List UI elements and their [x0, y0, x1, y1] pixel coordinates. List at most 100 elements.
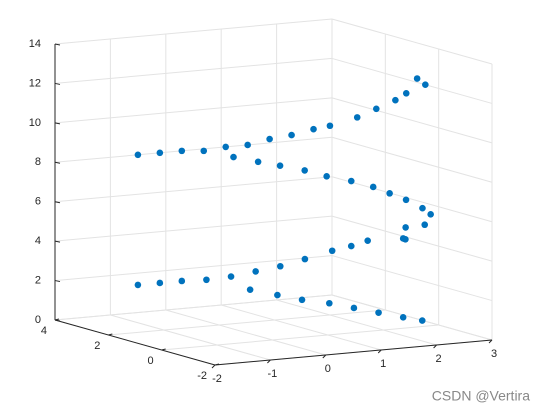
point	[274, 291, 281, 299]
point	[276, 262, 284, 270]
z-tick	[54, 161, 61, 164]
point	[347, 242, 355, 250]
point	[134, 151, 142, 159]
point	[246, 286, 254, 293]
point	[421, 221, 429, 229]
grid-line	[54, 255, 333, 282]
point	[413, 75, 421, 82]
point	[301, 167, 308, 174]
y-tick	[214, 363, 220, 366]
grid-line	[331, 294, 493, 341]
z-tick-label: 8	[35, 156, 41, 168]
grid-line	[54, 215, 333, 242]
x-tick	[377, 349, 382, 354]
z-tick-label: 12	[29, 77, 41, 89]
x-tick	[211, 364, 216, 369]
point	[156, 279, 164, 287]
x-tick	[322, 354, 327, 359]
x-tick-label: 1	[380, 358, 386, 370]
z-tick-label: 10	[29, 117, 41, 129]
grid-line	[276, 299, 437, 346]
grid-line	[331, 57, 493, 104]
point	[222, 143, 230, 151]
z-tick	[54, 201, 61, 204]
point	[375, 309, 382, 316]
grid-line	[331, 18, 493, 65]
point	[254, 158, 262, 166]
grid-line	[331, 176, 493, 223]
point	[418, 317, 426, 324]
z-tick-label: 2	[35, 274, 41, 286]
z-tick-label: 0	[35, 314, 41, 326]
point	[266, 135, 273, 143]
z-tick	[54, 82, 61, 85]
grid-line	[161, 324, 439, 351]
grid-line	[221, 304, 382, 351]
point	[369, 183, 377, 191]
point	[427, 211, 434, 218]
y-tick	[161, 348, 166, 351]
grid-line	[165, 309, 326, 356]
point	[252, 268, 259, 275]
point	[402, 224, 409, 231]
grid-line	[54, 57, 333, 84]
z-tick-label: 4	[35, 235, 41, 247]
point	[328, 247, 336, 255]
point	[244, 141, 251, 149]
point	[402, 196, 410, 204]
point	[326, 122, 334, 130]
point	[399, 314, 407, 321]
x-tick-label: 0	[325, 363, 331, 375]
x-tick-label: -2	[212, 373, 222, 385]
z-tick	[54, 43, 61, 46]
point	[276, 162, 284, 170]
grid-line	[54, 176, 333, 203]
point	[373, 105, 380, 113]
grid-line	[54, 294, 333, 321]
y-tick	[108, 333, 113, 336]
x-tick-label: 2	[436, 353, 442, 365]
z-tick	[54, 240, 61, 243]
x-tick	[433, 344, 437, 349]
point	[178, 147, 186, 155]
grid-line	[331, 215, 493, 262]
point	[227, 273, 235, 280]
point	[301, 255, 309, 263]
watermark: CSDN @Vertira	[432, 388, 530, 404]
point	[353, 114, 361, 121]
y-tick-label: 4	[41, 325, 47, 337]
point	[134, 281, 142, 289]
point	[402, 89, 410, 97]
point	[347, 177, 355, 185]
z-tick	[54, 319, 61, 322]
point	[156, 149, 164, 157]
grid-line	[54, 136, 333, 163]
grid-line	[331, 136, 493, 183]
x-tick-label: -1	[268, 368, 278, 380]
z-tick	[54, 122, 61, 125]
point	[203, 276, 210, 284]
point	[399, 235, 407, 242]
point	[323, 173, 330, 180]
point	[350, 304, 358, 312]
y-tick-label: 2	[94, 340, 100, 352]
point	[178, 277, 186, 285]
point	[230, 153, 237, 161]
point	[422, 81, 429, 88]
x-tick-label: 3	[491, 348, 497, 360]
point	[310, 125, 317, 133]
z-tick-label: 6	[35, 196, 41, 208]
point	[288, 131, 295, 139]
point	[200, 147, 208, 155]
point	[386, 190, 393, 197]
y-axis	[54, 319, 216, 366]
x-tick	[488, 339, 493, 344]
grid-line	[54, 18, 333, 45]
z-tick	[54, 280, 61, 283]
grid-line	[110, 314, 271, 361]
point	[326, 299, 333, 307]
y-tick-label: 0	[148, 355, 154, 367]
point	[364, 237, 371, 244]
x-axis	[214, 339, 493, 366]
